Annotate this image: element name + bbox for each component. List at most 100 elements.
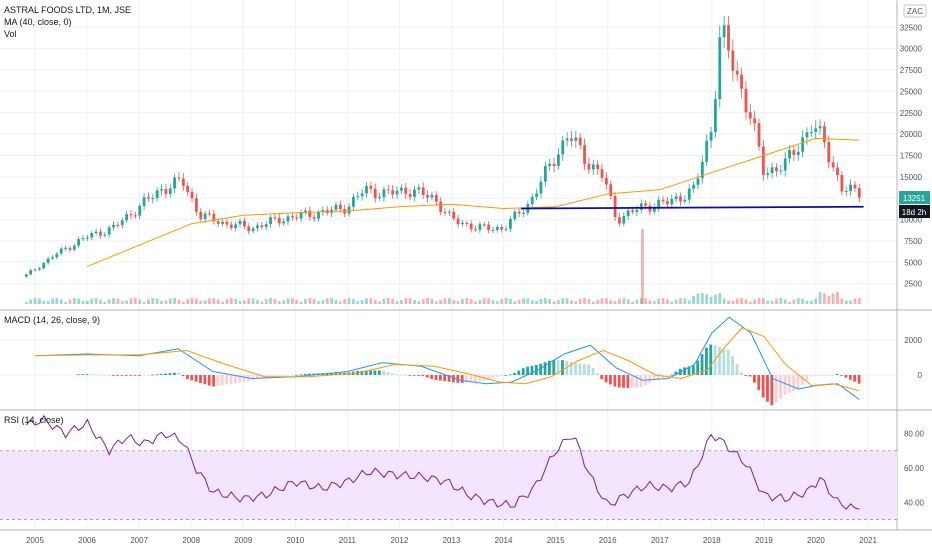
candle-body [94, 231, 98, 234]
macd-histogram-bar [814, 375, 817, 376]
candle-body [700, 161, 704, 179]
candle-body [469, 223, 473, 230]
macd-histogram-bar [770, 375, 774, 406]
candle-body [818, 126, 822, 129]
candle-body [290, 216, 294, 218]
candle-body [674, 196, 678, 199]
volume-bar [386, 298, 390, 304]
macd-histogram-bar [251, 375, 255, 381]
volume-bar [46, 300, 50, 304]
macd-histogram-bar [111, 375, 115, 376]
volume-bar [692, 295, 695, 304]
candle-body [631, 210, 634, 212]
volume-bar [452, 300, 456, 304]
macd-axis: 0 2000 [904, 336, 922, 380]
volume-bar [814, 298, 818, 304]
candle-body [604, 177, 608, 185]
candle-body [360, 193, 364, 197]
volume-bar [482, 298, 486, 304]
volume-bar [823, 293, 826, 304]
candle-body [190, 191, 194, 199]
currency-badge[interactable] [903, 4, 927, 18]
macd-histogram-bar [796, 375, 800, 390]
candle-body [714, 99, 717, 132]
candle-body [221, 221, 224, 224]
macd-histogram-bar [438, 375, 442, 381]
candle-body [831, 162, 835, 168]
volume-bar [273, 298, 277, 304]
volume-bar [574, 301, 578, 304]
volume-bar [744, 299, 748, 304]
candle-body [256, 225, 259, 229]
rsi-legend[interactable]: RSI (14, close) [4, 415, 64, 425]
candle-body [38, 268, 41, 270]
volume-bar [256, 299, 259, 304]
volume-bar [72, 298, 76, 304]
ma-legend[interactable]: MA (40, close, 0) [4, 17, 72, 27]
volume-bar [138, 299, 142, 304]
volume-bar [417, 301, 421, 304]
macd-histogram-bar [207, 375, 211, 386]
volume-bar [426, 298, 429, 304]
macd-histogram-bar [303, 374, 307, 375]
macd-histogram-bar [81, 374, 85, 375]
volume-bar [260, 301, 264, 304]
volume-bar [347, 298, 351, 304]
volume-bar [129, 298, 133, 304]
volume-bar [360, 300, 364, 304]
candle-body [500, 226, 504, 230]
candle-body [836, 167, 839, 176]
macd-histogram-bar [299, 374, 303, 376]
macd-histogram-bar [164, 373, 168, 375]
volume-bar [120, 300, 124, 304]
macd-histogram-bar [800, 375, 804, 386]
candle-body [382, 189, 386, 198]
vol-legend[interactable]: Vol [4, 29, 17, 39]
volume-bar [504, 298, 508, 304]
volume-bar [757, 298, 761, 304]
candle-body [587, 163, 591, 170]
candle-body [474, 229, 477, 231]
price-tick-label: 25000 [900, 87, 923, 96]
macd-histogram-bar [277, 375, 281, 376]
candle-body [208, 213, 211, 215]
volume-bar [443, 298, 447, 304]
macd-histogram-bar [151, 374, 154, 376]
macd-histogram-bar [779, 375, 782, 399]
macd-histogram-bar [622, 375, 625, 388]
macd-histogram-bar [639, 375, 643, 388]
macd-histogram-bar [124, 375, 128, 376]
candle-body [487, 224, 491, 231]
volume-bar [155, 298, 159, 304]
volume-bar [317, 301, 320, 304]
macd-histogram-bar [146, 375, 150, 376]
volume-bar [570, 300, 573, 304]
macd-legend[interactable]: MACD (14, 26, close, 9) [4, 315, 100, 325]
candle-body [805, 132, 809, 138]
macd-histogram-bar [107, 374, 111, 376]
candle-body [347, 206, 351, 214]
macd-histogram-bar [574, 363, 577, 375]
volume-bar [578, 298, 582, 304]
candle-body [181, 178, 185, 186]
last-price-label: 13251 [903, 194, 926, 203]
candle-body [556, 154, 560, 167]
candle-body [622, 216, 626, 224]
macd-histogram-bar [229, 375, 233, 384]
candle-body [779, 170, 783, 172]
volume-bar [631, 301, 634, 304]
volume-bar [308, 298, 312, 304]
volume-bar [857, 298, 861, 304]
volume-bar [378, 301, 381, 304]
macd-histogram-bar [85, 374, 89, 375]
volume-bar [748, 301, 752, 304]
candle-body [796, 151, 800, 155]
volume-bar [147, 299, 150, 304]
candle-body [51, 257, 54, 259]
support-line[interactable] [520, 205, 864, 210]
volume-bar [583, 298, 586, 304]
candle-body [539, 181, 543, 194]
macd-histogram-bar [635, 375, 639, 388]
volume-bar [809, 300, 813, 304]
candle-body [85, 237, 89, 239]
